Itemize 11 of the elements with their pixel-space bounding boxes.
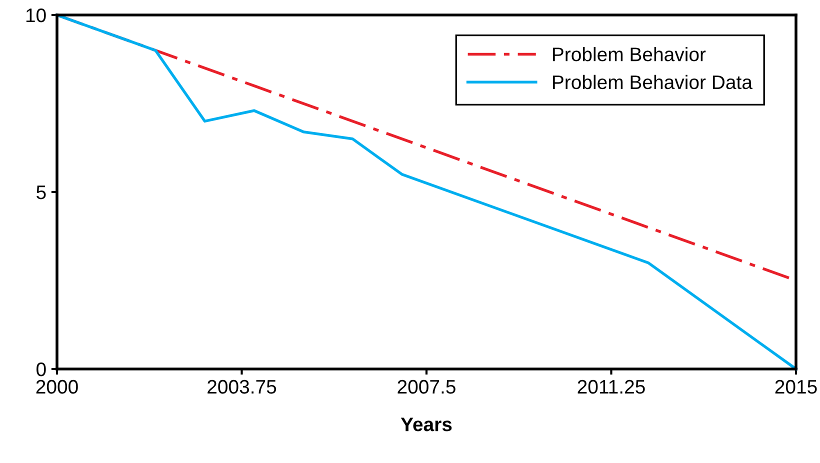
x-tick-label: 2011.25 xyxy=(578,380,645,394)
y-tick-label: 0 xyxy=(36,362,46,376)
legend-label: Problem Behavior Data xyxy=(553,74,752,90)
x-tick-label: 2003.75 xyxy=(208,380,276,394)
x-tick-label: 2015 xyxy=(775,380,817,394)
y-tick-label: 10 xyxy=(26,8,46,22)
x-axis-title: Years xyxy=(400,418,452,432)
y-tick-label: 5 xyxy=(36,186,46,200)
legend-label: Problem Behavior xyxy=(553,47,706,62)
x-tick-label: 2007.5 xyxy=(398,380,456,394)
x-tick-label: 2000 xyxy=(36,380,78,394)
